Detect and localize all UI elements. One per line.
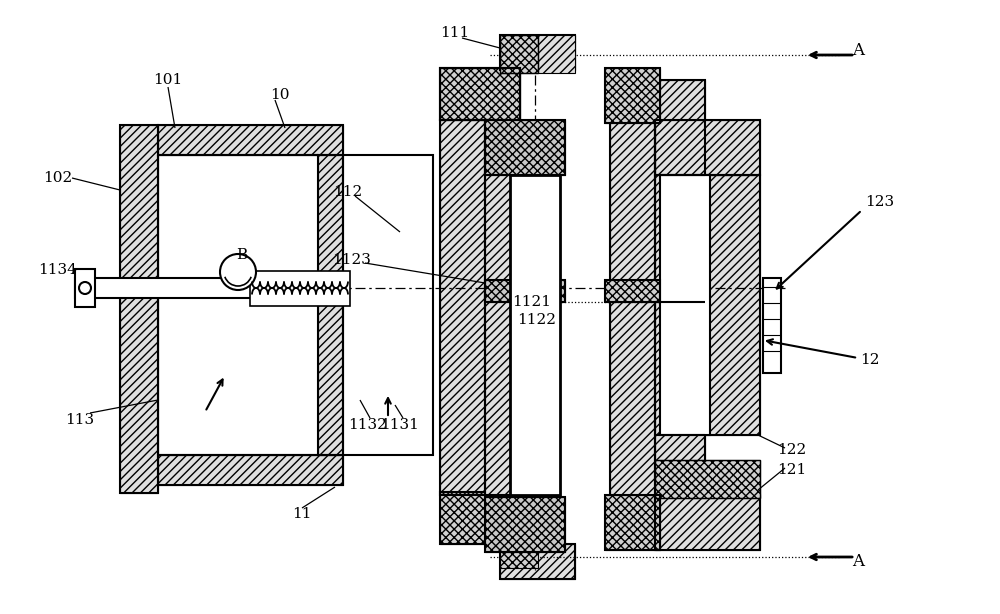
Bar (500, 544, 575, 579)
Text: 12: 12 (860, 353, 880, 367)
Bar (655, 495, 760, 550)
Bar (120, 125, 158, 493)
Text: 122: 122 (777, 443, 807, 457)
Text: 1131: 1131 (381, 418, 419, 432)
Bar (655, 80, 705, 495)
Bar (75, 278, 325, 298)
Bar (500, 35, 538, 73)
Bar (510, 175, 560, 495)
Bar (440, 492, 520, 544)
Bar (485, 497, 565, 552)
Bar (610, 80, 655, 500)
Bar (440, 68, 520, 120)
Bar (660, 175, 710, 435)
Bar (440, 492, 520, 544)
Bar (655, 80, 705, 495)
Bar (158, 125, 343, 155)
Text: 111: 111 (440, 26, 470, 40)
Bar (605, 495, 660, 550)
Circle shape (79, 282, 91, 294)
Bar (610, 80, 655, 500)
Bar (763, 278, 781, 373)
Bar (158, 155, 318, 455)
Bar (440, 120, 485, 495)
Bar (605, 280, 660, 302)
Bar (250, 271, 350, 306)
Bar (655, 460, 760, 498)
Bar (485, 120, 515, 495)
Bar (605, 68, 660, 123)
Text: 1123: 1123 (333, 253, 371, 267)
Bar (440, 68, 520, 120)
Bar (485, 120, 565, 175)
Bar (655, 120, 760, 175)
Bar (705, 175, 760, 435)
Bar (440, 120, 485, 495)
Text: 11: 11 (292, 507, 312, 521)
Text: A: A (852, 42, 864, 58)
Text: 1121: 1121 (512, 295, 552, 309)
Bar (485, 120, 565, 175)
Bar (500, 530, 538, 568)
Bar (655, 495, 760, 550)
Bar (655, 460, 760, 498)
Text: 121: 121 (777, 463, 807, 477)
Bar (343, 155, 433, 455)
Bar (318, 155, 343, 455)
Bar (485, 497, 565, 552)
Bar (605, 68, 660, 123)
Bar (538, 35, 575, 73)
Bar (158, 455, 343, 485)
Circle shape (220, 254, 256, 290)
Bar (500, 35, 575, 70)
Text: 113: 113 (65, 413, 95, 427)
Text: 123: 123 (865, 195, 895, 209)
Bar (318, 155, 343, 455)
Bar (158, 125, 343, 155)
Text: 1134: 1134 (39, 263, 77, 277)
Text: 1122: 1122 (518, 313, 556, 327)
Bar (485, 120, 515, 495)
Bar (605, 280, 660, 302)
Bar (500, 35, 575, 70)
Bar (705, 175, 760, 435)
Bar (605, 495, 660, 550)
Text: A: A (852, 553, 864, 570)
Bar (440, 68, 520, 120)
Bar (158, 455, 343, 485)
Bar (440, 68, 520, 120)
Bar (500, 544, 575, 579)
Bar (485, 280, 565, 302)
Bar (120, 125, 158, 493)
Text: B: B (236, 248, 248, 262)
Text: 112: 112 (333, 185, 363, 199)
Text: 102: 102 (43, 171, 73, 185)
Text: 10: 10 (270, 88, 290, 102)
Text: 101: 101 (153, 73, 183, 87)
Bar (655, 120, 760, 175)
Text: 1132: 1132 (349, 418, 387, 432)
Bar (500, 35, 538, 73)
Bar (75, 269, 95, 307)
Bar (485, 280, 565, 302)
